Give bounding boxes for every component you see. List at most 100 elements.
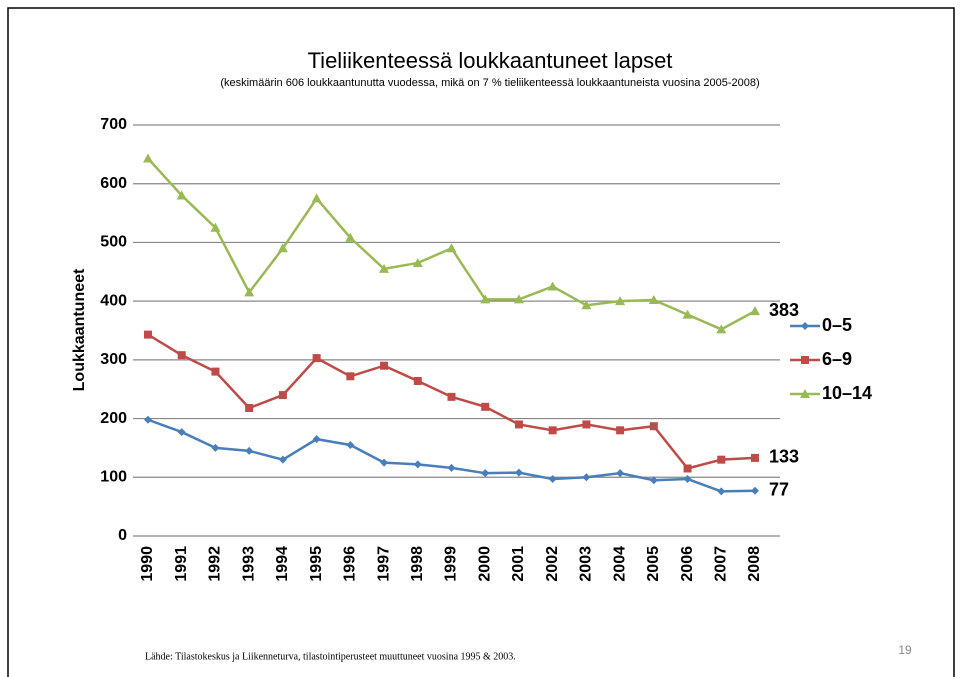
x-tick-label: 1997	[375, 546, 392, 582]
x-tick-label: 2007	[712, 546, 729, 582]
x-tick-label: 1993	[240, 546, 257, 582]
chart-subtitle: (keskimäärin 606 loukkaantunutta vuodess…	[220, 77, 759, 89]
y-axis-label: Loukkaantuneet	[71, 268, 88, 391]
point	[481, 402, 490, 411]
point	[447, 392, 456, 401]
data-label: 77	[769, 480, 789, 500]
point	[751, 453, 759, 462]
point	[582, 420, 591, 429]
slide-frame	[7, 7, 955, 677]
point	[615, 296, 626, 306]
chart-title: Tieliikenteessä loukkaantuneet lapset	[308, 48, 673, 73]
point	[514, 420, 523, 429]
point	[210, 222, 221, 232]
point	[176, 190, 187, 200]
point	[211, 443, 220, 452]
x-tick-label: 2000	[476, 546, 493, 582]
point	[413, 376, 422, 385]
point	[716, 324, 727, 334]
data-label: 383	[769, 300, 799, 320]
point	[717, 455, 726, 464]
point	[278, 391, 287, 400]
point	[345, 232, 356, 242]
point	[750, 306, 760, 316]
point	[717, 487, 726, 496]
point	[412, 257, 423, 267]
x-tick-label: 1990	[139, 546, 156, 582]
point	[548, 426, 557, 435]
point	[245, 446, 254, 455]
x-tick-label: 1999	[443, 546, 460, 582]
x-tick-label: 2004	[611, 546, 628, 582]
legend-marker	[801, 356, 809, 364]
legend-label: 10–14	[822, 383, 872, 403]
point	[616, 426, 625, 435]
x-tick-label: 1994	[274, 546, 291, 582]
source-note: Lähde: Tilastokeskus ja Liikenneturva, t…	[145, 651, 516, 662]
y-tick-label: 100	[100, 469, 127, 486]
point	[379, 263, 390, 273]
data-label: 133	[769, 447, 799, 467]
point	[751, 486, 759, 495]
legend-marker	[800, 389, 810, 398]
point	[548, 475, 557, 484]
point	[380, 458, 389, 467]
point	[346, 440, 355, 449]
x-tick-label: 2002	[544, 546, 561, 582]
x-tick-label: 2005	[645, 546, 662, 582]
x-tick-label: 2001	[510, 546, 527, 582]
y-tick-label: 700	[100, 116, 127, 133]
y-tick-label: 600	[100, 175, 127, 192]
legend-label: 0–5	[822, 315, 852, 335]
point	[211, 367, 220, 376]
x-tick-label: 1998	[409, 546, 426, 582]
point	[649, 422, 658, 431]
point	[144, 415, 152, 424]
point	[481, 469, 490, 478]
point	[682, 309, 693, 319]
point	[683, 464, 692, 473]
point	[446, 243, 457, 253]
point	[582, 473, 591, 482]
point	[380, 361, 389, 370]
x-tick-label: 1991	[173, 546, 190, 582]
x-tick-label: 2003	[578, 546, 595, 582]
point	[413, 460, 422, 469]
point	[514, 468, 523, 477]
y-tick-label: 300	[100, 351, 127, 368]
point	[616, 469, 625, 478]
point	[312, 435, 321, 444]
series-line	[147, 418, 756, 493]
point	[278, 455, 287, 464]
page-number: 19	[898, 643, 912, 657]
point	[143, 153, 153, 163]
series-line	[147, 333, 756, 470]
x-tick-label: 2006	[679, 546, 696, 582]
point	[547, 281, 558, 291]
point	[581, 300, 592, 310]
point	[177, 351, 186, 360]
x-tick-label: 2008	[746, 546, 763, 582]
point	[311, 193, 322, 203]
point	[480, 294, 491, 304]
y-tick-label: 400	[100, 292, 127, 309]
x-tick-label: 1995	[308, 546, 325, 582]
point	[144, 330, 152, 339]
point	[312, 354, 321, 363]
y-tick-label: 0	[118, 527, 127, 544]
point	[649, 476, 658, 485]
legend-marker	[801, 322, 809, 330]
y-tick-label: 500	[100, 234, 127, 251]
x-tick-label: 1996	[342, 546, 359, 582]
point	[244, 287, 255, 297]
x-tick-label: 1992	[207, 546, 224, 582]
point	[683, 475, 692, 484]
point	[513, 294, 524, 304]
point	[177, 428, 186, 437]
point	[648, 294, 659, 304]
legend-label: 6–9	[822, 349, 852, 369]
point	[346, 372, 355, 381]
point	[447, 463, 456, 472]
